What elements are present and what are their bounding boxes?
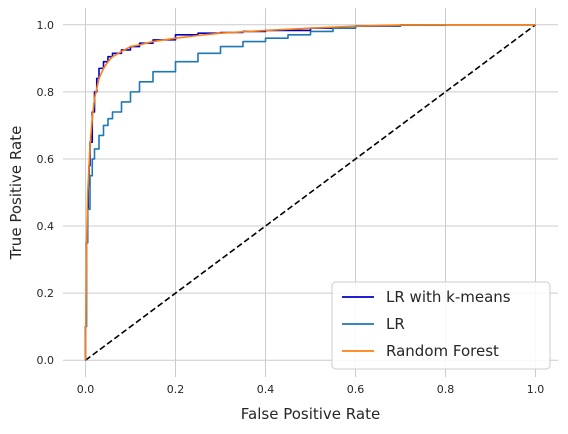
tick-labels: 0.0 0.2 0.4 0.6 0.8 1.0 0.0 0.2 0.4 0.6 0.8 1.0 <box>37 19 545 396</box>
series-layer <box>84 23 536 361</box>
diagonal-reference-line <box>85 24 536 361</box>
legend-label: LR <box>386 315 405 333</box>
y-tick-label: 0.6 <box>37 153 55 166</box>
series-line-lr <box>84 23 536 361</box>
y-tick-label: 0.2 <box>37 287 55 300</box>
y-tick-label: 0.4 <box>37 220 55 233</box>
legend: LR with k-means LR Random Forest <box>331 281 551 370</box>
grid <box>63 8 558 377</box>
x-tick-label: 0.8 <box>437 383 455 396</box>
legend-box <box>331 281 551 370</box>
legend-label: Random Forest <box>386 342 499 360</box>
y-tick-label: 0.8 <box>37 86 55 99</box>
x-tick-label: 0.4 <box>257 383 275 396</box>
legend-label: LR with k-means <box>386 288 511 306</box>
y-tick-label: 0.0 <box>37 354 55 367</box>
series-line-random-forest <box>84 23 536 361</box>
x-tick-label: 1.0 <box>527 383 545 396</box>
y-tick-label: 1.0 <box>37 19 55 32</box>
x-axis-label: False Positive Rate <box>241 405 380 423</box>
y-axis-label: True Positive Rate <box>7 126 25 261</box>
x-tick-label: 0.2 <box>167 383 185 396</box>
x-tick-label: 0.0 <box>77 383 95 396</box>
x-tick-label: 0.6 <box>347 383 365 396</box>
